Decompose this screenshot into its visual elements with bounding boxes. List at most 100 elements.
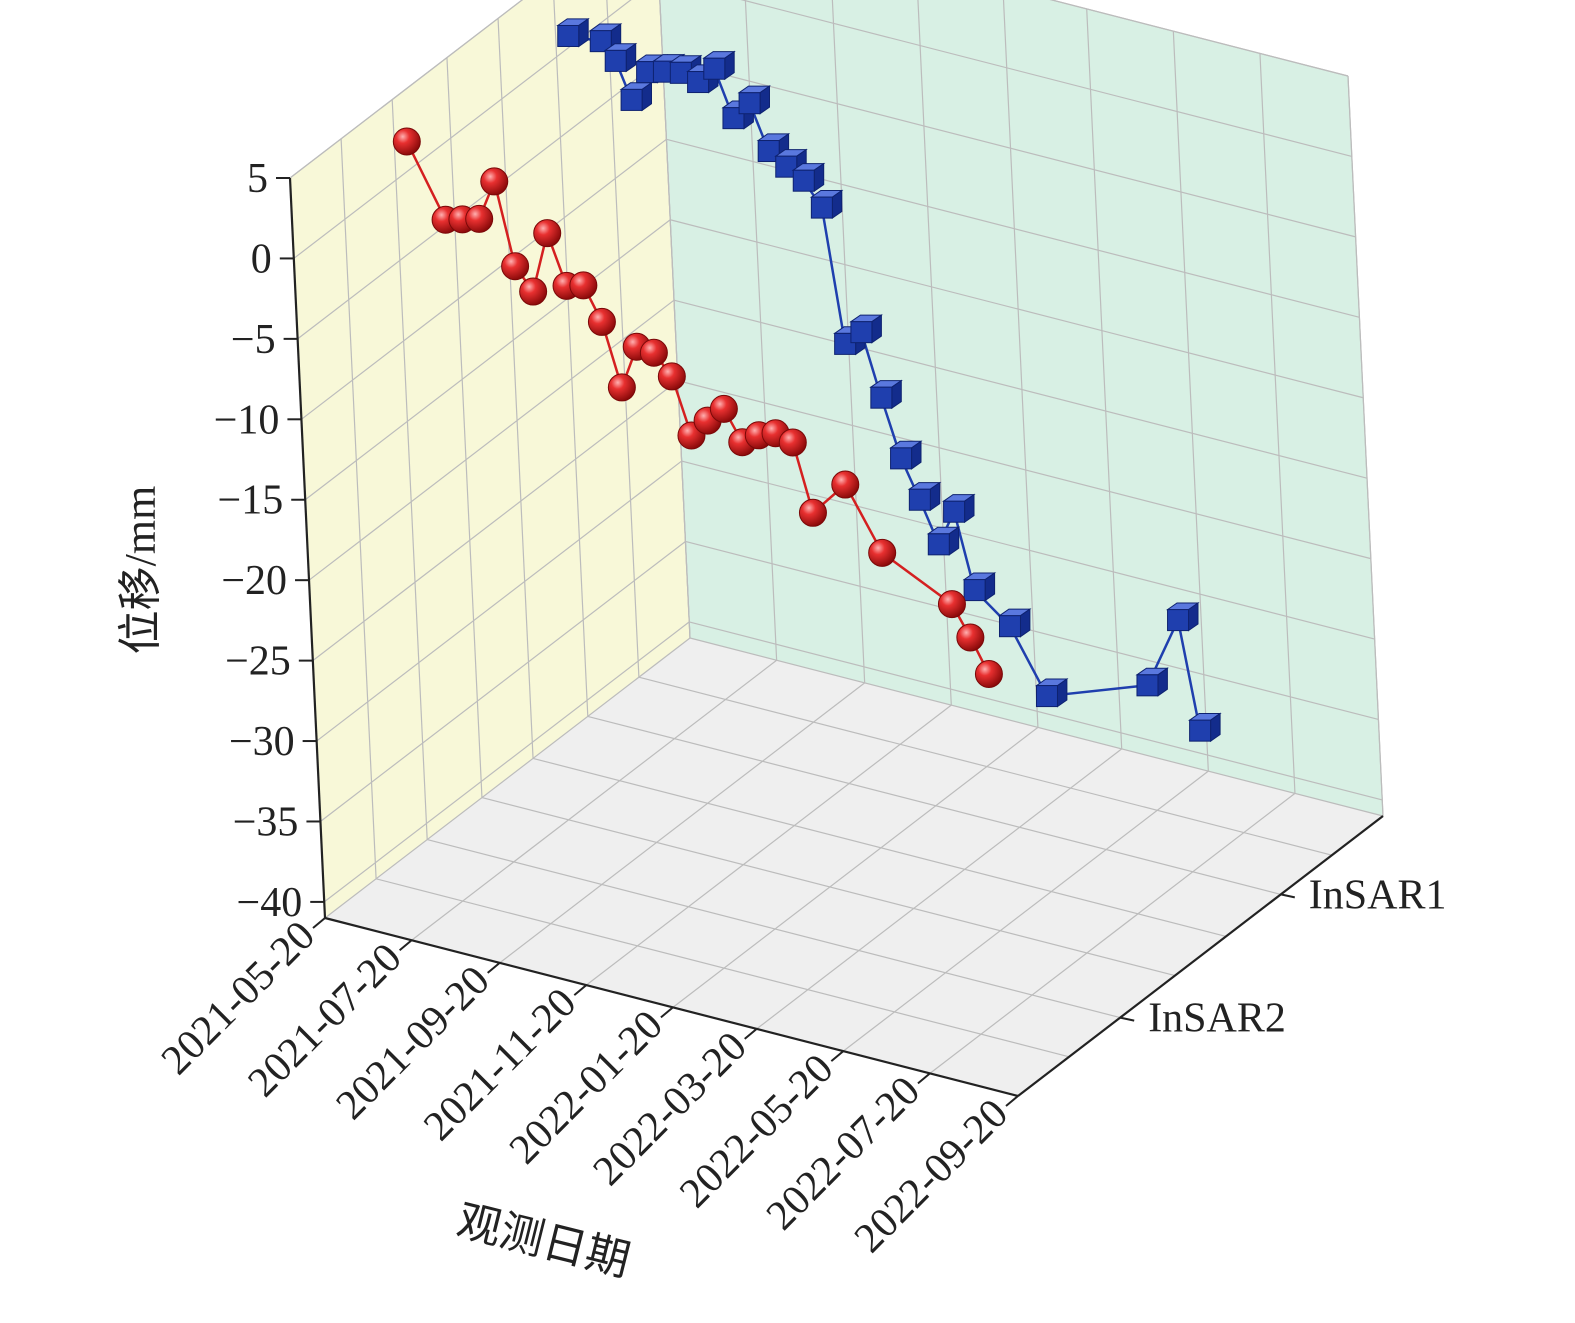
point-cube bbox=[702, 50, 736, 81]
floor-grid-z bbox=[481, 797, 1176, 977]
back-grid-y bbox=[685, 540, 1379, 721]
x-tick bbox=[917, 1072, 931, 1085]
series-insar1 bbox=[556, 17, 1222, 743]
point-sphere bbox=[569, 271, 598, 300]
back-grid-x bbox=[831, 0, 866, 683]
z-axis-line bbox=[1017, 815, 1384, 1097]
x-tick bbox=[830, 1050, 844, 1062]
point-cube bbox=[1135, 667, 1169, 697]
back-grid-x bbox=[1002, 0, 1039, 728]
point-sphere bbox=[607, 373, 636, 402]
z-tick bbox=[1119, 1016, 1135, 1022]
point-cube bbox=[774, 148, 808, 179]
point-cube bbox=[962, 572, 997, 602]
point-sphere bbox=[533, 219, 562, 248]
point-sphere bbox=[831, 470, 860, 499]
point-cube bbox=[619, 81, 654, 112]
point-sphere bbox=[480, 167, 509, 196]
point-sphere bbox=[956, 623, 985, 652]
left-grid-z bbox=[446, 57, 483, 798]
back-grid-y bbox=[670, 219, 1364, 399]
z-tick-label: InSAR2 bbox=[1148, 996, 1286, 1042]
left-wall bbox=[290, 0, 690, 918]
chart-axes: 50−5−10−15−20−25−30−35−402021-05-202021-… bbox=[153, 156, 1447, 1262]
z-tick bbox=[1280, 893, 1296, 899]
wall-border bbox=[1347, 75, 1384, 817]
point-sphere bbox=[392, 127, 421, 156]
floor-grid-z bbox=[375, 878, 1070, 1058]
floor-grid-z bbox=[689, 637, 1384, 817]
x-axis-line bbox=[324, 916, 1019, 1098]
back-grid-y bbox=[662, 58, 1356, 238]
series-insar2 bbox=[392, 127, 1003, 688]
point-cube bbox=[1165, 602, 1200, 632]
point-sphere bbox=[937, 590, 966, 619]
point-sphere bbox=[465, 204, 494, 233]
back-grid-y bbox=[673, 299, 1368, 479]
back-grid-y bbox=[681, 460, 1375, 640]
x-axis-title: 观测日期 bbox=[452, 1196, 635, 1286]
y-tick-label: −40 bbox=[237, 880, 303, 926]
point-cube bbox=[997, 608, 1032, 638]
point-sphere bbox=[709, 394, 738, 423]
point-sphere bbox=[639, 338, 668, 367]
point-cube bbox=[791, 162, 826, 193]
y-axis-title: 位移/mm bbox=[116, 486, 165, 655]
point-cube bbox=[737, 85, 772, 115]
y-tick-label: 0 bbox=[251, 236, 272, 282]
floor-grid-x bbox=[411, 659, 777, 941]
y-tick-label: 5 bbox=[247, 156, 268, 202]
wall-border bbox=[1049, 0, 1349, 77]
floor-grid-x bbox=[324, 637, 691, 919]
point-cube bbox=[926, 526, 961, 556]
floor-grid-x bbox=[756, 748, 1123, 1030]
x-tick bbox=[398, 939, 413, 952]
floor bbox=[325, 638, 1383, 1096]
left-grid-z bbox=[497, 18, 534, 759]
point-cube bbox=[721, 100, 755, 130]
floor-grid-x bbox=[499, 682, 866, 964]
point-cube bbox=[907, 481, 942, 512]
x-tick bbox=[573, 984, 587, 996]
y-tick-label: −20 bbox=[221, 558, 287, 604]
left-grid-y bbox=[320, 541, 686, 822]
x-tick bbox=[744, 1028, 758, 1040]
back-grid-x bbox=[1172, 31, 1209, 772]
left-grid-z bbox=[391, 99, 428, 840]
left-grid-y bbox=[323, 621, 690, 903]
y-tick-label: −10 bbox=[214, 397, 280, 443]
point-cube bbox=[869, 379, 903, 410]
back-grid-x bbox=[1259, 53, 1296, 794]
floor-grid-x bbox=[929, 792, 1296, 1074]
floor-grid-z bbox=[532, 757, 1227, 937]
point-cube bbox=[556, 17, 590, 48]
left-grid-y bbox=[304, 219, 671, 501]
point-cube bbox=[942, 493, 976, 524]
left-grid-z bbox=[340, 138, 377, 879]
x-tick bbox=[660, 1006, 674, 1019]
x-tick bbox=[312, 917, 326, 929]
y-tick-label: −30 bbox=[229, 719, 295, 765]
point-sphere bbox=[868, 538, 897, 567]
back-grid-x bbox=[1086, 8, 1123, 749]
left-grid-y bbox=[316, 460, 682, 742]
x-tick bbox=[1005, 1095, 1019, 1107]
point-sphere bbox=[501, 252, 530, 281]
point-sphere bbox=[778, 428, 807, 457]
floor-grid-z bbox=[587, 715, 1281, 895]
wall-border bbox=[659, 0, 691, 639]
back-grid-x bbox=[744, 0, 778, 661]
point-cube bbox=[809, 189, 844, 220]
x-tick bbox=[487, 962, 501, 974]
y-axis-line bbox=[288, 177, 327, 919]
y-tick-label: −25 bbox=[225, 639, 291, 685]
y-tick-label: −5 bbox=[231, 317, 276, 363]
floor-grid-x bbox=[672, 726, 1039, 1008]
wall-border bbox=[289, 0, 524, 179]
point-cube bbox=[1034, 678, 1069, 708]
point-cube bbox=[1188, 712, 1222, 743]
point-sphere bbox=[657, 362, 686, 391]
chart-walls bbox=[290, 0, 1383, 1096]
floor-grid-z bbox=[427, 839, 1121, 1019]
